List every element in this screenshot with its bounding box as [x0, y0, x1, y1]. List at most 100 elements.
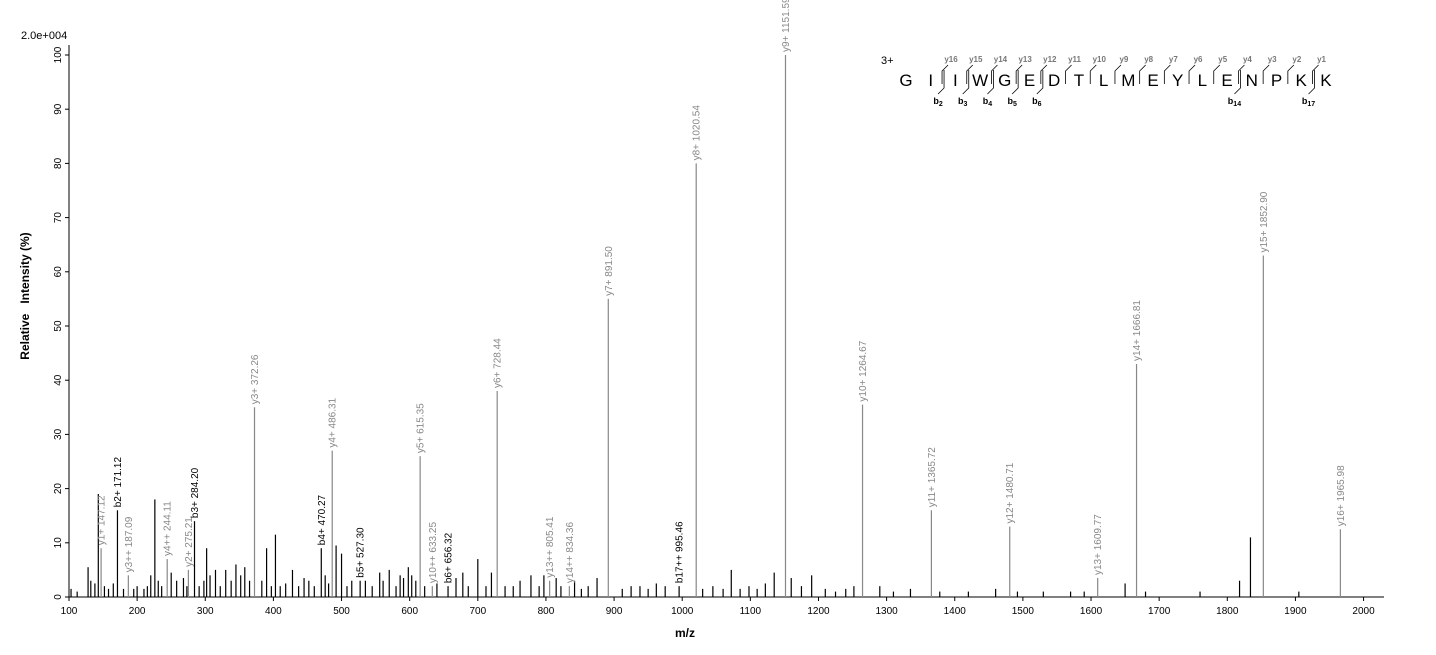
y-ion-label: y4	[1243, 55, 1252, 64]
y-tick-label: 30	[53, 428, 64, 440]
x-tick-label: 1800	[1216, 606, 1239, 617]
y-ion-cleavage-mark	[1287, 64, 1295, 84]
peak-label: y13+ 1609.77	[1093, 514, 1104, 575]
b-ion-cleavage-mark	[937, 70, 945, 95]
y-ion-label: y15	[969, 55, 983, 64]
peak-label: y2+ 275.21	[184, 517, 195, 567]
peak-label: y15+ 1852.90	[1259, 191, 1270, 252]
peak-label: y11+ 1365.72	[927, 447, 938, 508]
x-tick-label: 200	[129, 606, 146, 617]
b-ion-cleavage-mark	[1036, 70, 1044, 95]
x-tick-label: 1900	[1284, 606, 1307, 617]
y-ion-cleavage-mark	[1065, 64, 1072, 84]
b-ion-label: b4	[983, 96, 993, 108]
x-tick-label: 800	[538, 606, 555, 617]
b-ion-label: b14	[1228, 96, 1241, 108]
b-ion-label: b17	[1302, 96, 1315, 108]
b-ion-label: b5	[1007, 96, 1017, 108]
b-ion-label: b3	[958, 96, 968, 108]
b-ion-label: b6	[1032, 96, 1042, 108]
peak-label: b6+ 656.32	[444, 532, 455, 583]
sequence-residue: E	[1147, 71, 1158, 90]
b-ion-cleavage-mark	[1011, 70, 1019, 95]
peak-label: y16+ 1965.98	[1336, 465, 1347, 526]
x-tick-label: 1400	[944, 606, 967, 617]
peak-label: y8+ 1020.54	[692, 105, 703, 161]
y-ion-label: y7	[1169, 55, 1178, 64]
y-ion-cleavage-mark	[966, 64, 974, 84]
y-ion-label: y5	[1218, 55, 1227, 64]
sequence-residue: K	[1296, 71, 1308, 90]
peak-label: y13++ 805.41	[545, 516, 556, 578]
peak-label: y6+ 728.44	[493, 338, 504, 388]
y-ion-label: y14	[994, 55, 1008, 64]
b-ion-cleavage-mark	[962, 70, 970, 95]
y-tick-label: 20	[53, 483, 64, 495]
y-tick-label: 70	[53, 212, 64, 224]
y-axis-title: Relative Intensity (%)	[18, 232, 32, 359]
peak-label: y12+ 1480.71	[1005, 462, 1016, 523]
y-tick-label: 90	[53, 103, 64, 115]
sequence-residue: T	[1074, 71, 1084, 90]
peak-label: y7+ 891.50	[604, 246, 615, 296]
y-ion-label: y2	[1292, 55, 1301, 64]
sequence-residue: W	[972, 71, 988, 90]
sequence-residue: D	[1048, 71, 1060, 90]
b-ion-cleavage-mark	[1308, 70, 1315, 95]
y-ticks: 0 10 20 30 40 50 60 70 80 90 100	[53, 46, 69, 600]
x-tick-label: 2000	[1352, 606, 1375, 617]
x-axis-title: m/z	[675, 626, 695, 640]
y-ion-label: y13	[1018, 55, 1032, 64]
peak-label: y3+ 372.26	[250, 354, 261, 404]
x-tick-label: 1000	[671, 606, 694, 617]
y-ion-label: y12	[1043, 55, 1057, 64]
y-tick-label: 0	[53, 594, 64, 600]
axes	[68, 45, 1384, 598]
y-ion-cleavage-mark	[1114, 64, 1122, 84]
y-ion-label: y3	[1268, 55, 1277, 64]
sequence-residue: L	[1198, 71, 1207, 90]
peak-label: y1+ 147.12	[97, 495, 108, 545]
b-ion-cleavage-mark	[1234, 70, 1241, 95]
sequence-residue: E	[1221, 71, 1232, 90]
x-tick-label: 500	[333, 606, 350, 617]
y-tick-label: 10	[53, 537, 64, 549]
peak-label: y4++ 244.11	[163, 501, 174, 556]
x-tick-label: 400	[265, 606, 282, 617]
peak-label: y14+ 1666.81	[1132, 300, 1143, 361]
peak-label: b3+ 284.20	[190, 467, 201, 518]
sequence-residue: L	[1099, 71, 1108, 90]
y-ion-cleavage-mark	[1139, 64, 1146, 84]
intensity-scale-label: 2.0e+004	[21, 30, 67, 42]
sequence-residue: E	[1024, 71, 1035, 90]
x-tick-label: 700	[469, 606, 486, 617]
y-ion-cleavage-mark	[1312, 64, 1319, 84]
y-ion-cleavage-mark	[1213, 64, 1221, 84]
y-ion-label: y10	[1093, 55, 1107, 64]
y-tick-label: 50	[53, 320, 64, 332]
sequence-residue: P	[1271, 71, 1282, 90]
peak-label: b17++ 995.46	[675, 521, 686, 583]
sequence-residue: I	[953, 71, 958, 90]
y-tick-label: 60	[53, 266, 64, 278]
x-tick-label: 1700	[1148, 606, 1171, 617]
peak-label: y4+ 486.31	[328, 397, 339, 447]
y-ion-cleavage-mark	[1040, 64, 1048, 84]
x-tick-label: 1500	[1012, 606, 1035, 617]
x-tick-label: 900	[606, 606, 623, 617]
y-ion-label: y16	[944, 55, 958, 64]
peak-label: b2+ 171.12	[113, 457, 124, 508]
x-tick-label: 600	[401, 606, 418, 617]
y-ion-cleavage-mark	[1238, 64, 1245, 84]
y-ion-label: y11	[1068, 55, 1081, 64]
b-ion-cleavage-mark	[987, 70, 994, 95]
peak-label: y10+ 1264.67	[858, 340, 869, 401]
b-ion-label: b2	[933, 96, 943, 108]
peak-label: y14++ 834.36	[565, 522, 576, 584]
sequence-charge: 3+	[881, 55, 894, 67]
sequence-residue: K	[1320, 71, 1332, 90]
y-ion-cleavage-mark	[1163, 64, 1171, 84]
sequence-residue: M	[1121, 71, 1135, 90]
